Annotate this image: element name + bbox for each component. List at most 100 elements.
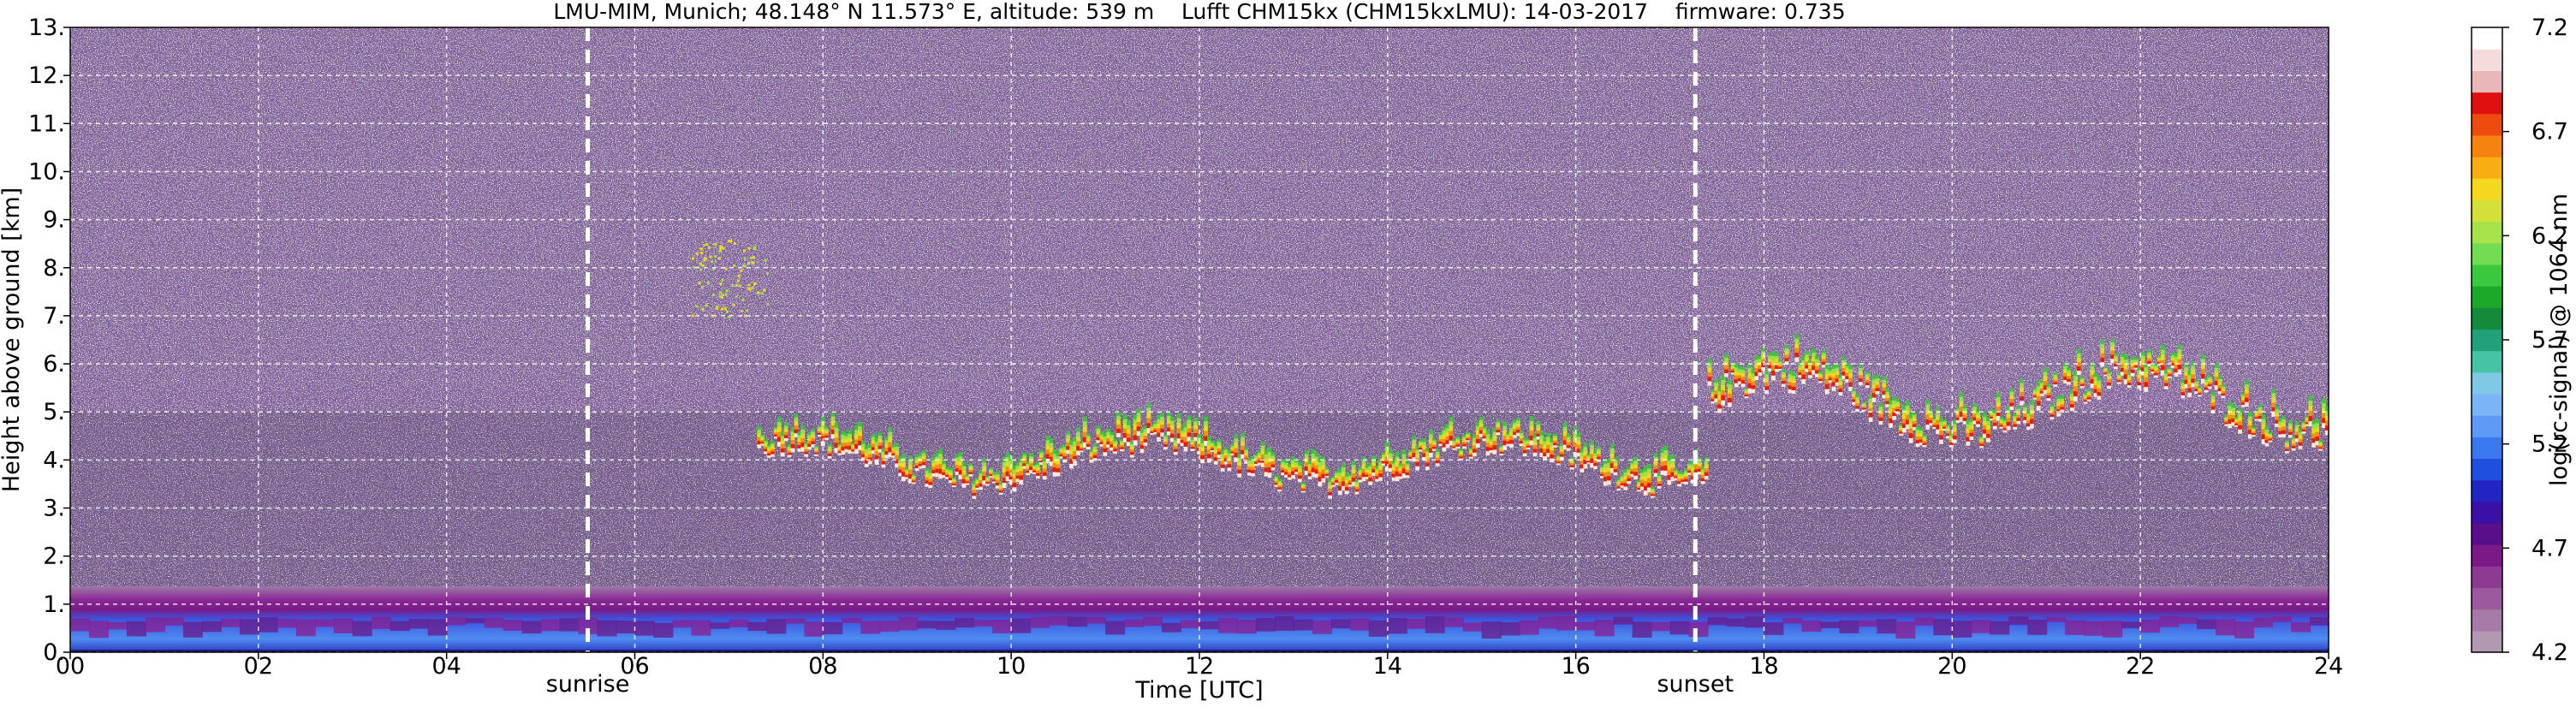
boundary-layer-strip: [1387, 618, 1407, 634]
aerosol-point: [763, 288, 766, 292]
cloud-segment: [1307, 472, 1312, 480]
cloud-segment: [1361, 477, 1366, 482]
cloud-segment: [948, 480, 953, 484]
cloud-segment: [1522, 453, 1527, 457]
cloud-segment: [938, 473, 943, 479]
cloud-segment: [1012, 487, 1017, 492]
cloud-segment: [2029, 424, 2034, 429]
aerosol-point: [753, 247, 757, 251]
cloud-segment: [2305, 422, 2310, 426]
cloud-segment: [1431, 449, 1437, 451]
boundary-layer-strip: [1933, 619, 1954, 636]
aerosol-point: [700, 247, 704, 251]
cloud-segment: [1704, 475, 1709, 480]
cloud-segment: [1616, 488, 1621, 491]
cloud-segment: [1553, 445, 1557, 448]
cloud-segment: [1166, 431, 1171, 436]
boundary-layer-strip: [1312, 620, 1332, 634]
colorbar-segment: [2472, 393, 2502, 416]
cloud-segment: [774, 437, 778, 439]
boundary-layer-strip: [352, 621, 372, 637]
aerosol-point: [751, 260, 754, 264]
cloud-segment: [1499, 452, 1504, 455]
cloud-segment: [1590, 462, 1594, 468]
cloud-segment: [800, 447, 806, 452]
cloud-segment: [2116, 382, 2121, 384]
boundary-layer-strip: [2272, 616, 2293, 622]
cloud-segment: [1220, 467, 1225, 472]
cloud-segment: [2275, 423, 2279, 427]
cloud-segment: [1146, 428, 1151, 434]
chart-title: LMU-MIM, Munich; 48.148° N 11.573° E, al…: [553, 0, 1845, 24]
cloud-segment: [1485, 447, 1490, 456]
cloud-segment: [1029, 470, 1033, 474]
cloud-segment: [1375, 478, 1379, 482]
x-tick-label: 08: [808, 653, 837, 680]
cloud-segment: [854, 449, 859, 454]
boundary-layer-strip: [992, 620, 1013, 633]
boundary-layer-strip: [1820, 621, 1841, 628]
cloud-segment: [1562, 444, 1568, 449]
cloud-segment: [2127, 383, 2132, 389]
cloud-segment: [2234, 425, 2239, 427]
boundary-layer-strip: [1500, 622, 1520, 636]
cloud-segment: [2020, 401, 2024, 406]
cloud-segment: [1801, 379, 1806, 384]
x-tick-label: 18: [1749, 653, 1778, 680]
cloud-segment: [2170, 365, 2175, 368]
boundary-layer-strip: [653, 622, 674, 638]
cloud-segment: [2247, 434, 2252, 439]
cloud-segment: [1597, 459, 1601, 462]
aerosol-point: [705, 304, 708, 307]
boundary-layer-strip: [295, 619, 316, 637]
cloud-segment: [1472, 449, 1477, 457]
aerosol-point: [699, 268, 703, 271]
cloud-segment: [2238, 429, 2242, 434]
boundary-layer-strip: [2140, 619, 2161, 633]
cloud-segment: [2254, 419, 2259, 421]
colorbar-segment: [2472, 587, 2502, 610]
cloud-segment: [2006, 425, 2011, 431]
cloud-segment: [911, 482, 916, 484]
boundary-layer-strip: [1895, 621, 1916, 639]
cloud-segment: [1915, 443, 1920, 448]
cloud-segment: [1079, 450, 1084, 453]
cloud-segment: [931, 470, 937, 477]
cloud-segment: [2083, 401, 2088, 404]
cloud-segment: [1408, 459, 1413, 461]
cloud-segment: [2120, 371, 2125, 376]
cloud-segment: [1952, 439, 1957, 443]
boundary-layer-strip: [1651, 621, 1671, 632]
cloud-segment: [1972, 420, 1978, 425]
boundary-layer-strip: [1255, 618, 1276, 632]
boundary-layer-strip: [1293, 619, 1313, 631]
boundary-layer-strip: [1613, 616, 1633, 625]
surface-strip: [70, 650, 2329, 652]
boundary-layer-strip: [860, 621, 881, 634]
cloud-segment: [841, 450, 846, 455]
cloud-segment: [2180, 395, 2186, 399]
cloud-segment: [1925, 425, 1931, 430]
cloud-segment: [1929, 420, 1934, 426]
aerosol-point: [699, 262, 703, 265]
aerosol-point: [706, 282, 710, 285]
cloud-segment: [1576, 452, 1581, 457]
boundary-layer-strip: [1443, 617, 1464, 627]
boundary-layer-strip: [145, 617, 165, 633]
cloud-segment: [1764, 389, 1769, 395]
cloud-segment: [1992, 425, 1997, 430]
cloud-segment: [2151, 371, 2155, 373]
cloud-segment: [1382, 463, 1386, 466]
colorbar-segment: [2472, 458, 2502, 481]
cloud-segment: [1284, 472, 1288, 478]
cloud-segment: [1264, 472, 1269, 477]
cloud-segment: [958, 474, 963, 479]
aerosol-point: [700, 285, 704, 288]
cloud-segment: [1613, 472, 1618, 476]
cloud-segment: [1466, 440, 1470, 443]
y-tick-label: 5.: [43, 399, 65, 425]
colorbar-segment: [2472, 70, 2502, 93]
cloud-segment: [1784, 361, 1789, 365]
cloud-segment: [818, 435, 822, 437]
boundary-layer-strip: [879, 621, 900, 632]
